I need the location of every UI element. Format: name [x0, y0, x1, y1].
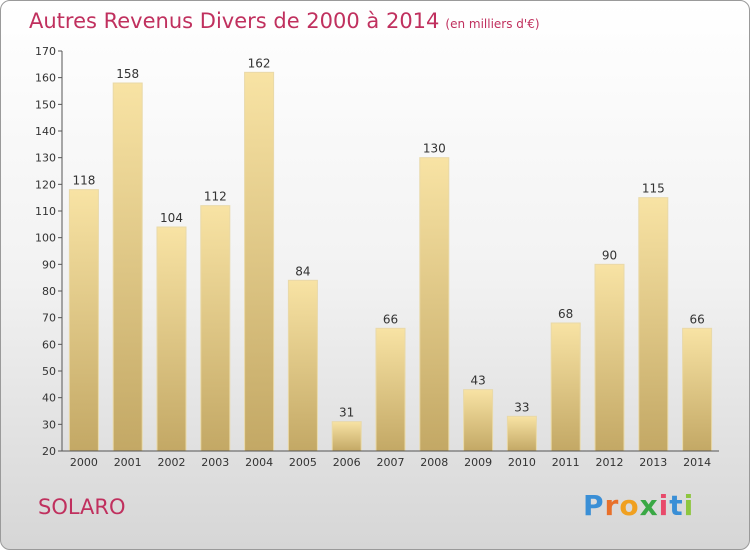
location-label: SOLARO: [38, 495, 126, 519]
x-tick-label: 2002: [158, 456, 186, 469]
value-label-2011: 68: [558, 307, 573, 321]
value-label-2008: 130: [423, 142, 446, 156]
bar-2014: [682, 327, 713, 452]
brand-letter: o: [619, 489, 640, 522]
bar-2012: [594, 263, 625, 452]
x-tick-label: 2007: [377, 456, 405, 469]
y-tick-label: 80: [42, 285, 56, 298]
value-label-2004: 162: [248, 56, 271, 70]
x-tick-label: 2011: [552, 456, 580, 469]
x-tick-label: 2008: [420, 456, 448, 469]
chart-title: Autres Revenus Divers de 2000 à 2014 (en …: [29, 9, 540, 33]
value-label-2000: 118: [72, 174, 95, 188]
x-tick-label: 2003: [201, 456, 229, 469]
bar-2004: [244, 71, 275, 452]
value-label-2012: 90: [602, 248, 617, 262]
y-tick-label: 130: [35, 152, 56, 165]
y-tick-label: 170: [35, 45, 56, 58]
brand-letter: t: [669, 489, 684, 522]
value-label-2003: 112: [204, 190, 227, 204]
bar-2008: [419, 157, 450, 452]
bar-2000: [68, 189, 99, 452]
x-tick-label: 2010: [508, 456, 536, 469]
brand-letter: r: [604, 489, 620, 522]
value-label-2013: 115: [642, 182, 665, 196]
bar-2001: [112, 82, 143, 452]
x-tick-label: 2006: [333, 456, 361, 469]
value-label-2006: 31: [339, 406, 354, 420]
y-tick-label: 160: [35, 72, 56, 85]
x-tick-label: 2001: [114, 456, 142, 469]
bar-2005: [287, 279, 318, 452]
brand-letter: i: [683, 489, 695, 522]
value-label-2005: 84: [295, 264, 310, 278]
brand-logo: Proxiti: [583, 489, 694, 522]
y-tick-label: 140: [35, 125, 56, 138]
bar-2011: [550, 322, 581, 452]
bars: 118 158 104 112 162 84 31 66 130 43 33 68 90 115 66: [68, 56, 713, 452]
x-tick-label: 2012: [596, 456, 624, 469]
y-axis: 20 30 40 50 60 70 80 90 100 110 120 130 140 150 160 170: [35, 45, 63, 458]
value-label-2014: 66: [689, 312, 704, 326]
value-label-2007: 66: [383, 312, 398, 326]
chart-subtitle: (en milliers d'€): [445, 17, 540, 31]
x-tick-label: 2005: [289, 456, 317, 469]
value-label-2001: 158: [116, 67, 139, 81]
y-tick-label: 110: [35, 205, 56, 218]
bar-2009: [463, 389, 494, 452]
bar-2013: [638, 197, 669, 452]
y-tick-label: 120: [35, 178, 56, 191]
value-label-2010: 33: [514, 400, 529, 414]
y-tick-label: 150: [35, 98, 56, 111]
bar-2007: [375, 327, 406, 452]
y-tick-label: 60: [42, 338, 56, 351]
x-tick-label: 2000: [70, 456, 98, 469]
chart-title-text: Autres Revenus Divers de 2000 à 2014: [29, 9, 440, 33]
y-tick-label: 30: [42, 418, 56, 431]
bar-2006: [331, 421, 362, 452]
y-tick-label: 70: [42, 312, 56, 325]
value-label-2002: 104: [160, 211, 183, 225]
brand-letter: P: [583, 489, 605, 522]
y-tick-label: 20: [42, 445, 56, 458]
value-label-2009: 43: [470, 374, 485, 388]
y-tick-label: 50: [42, 365, 56, 378]
y-tick-label: 90: [42, 258, 56, 271]
bar-2003: [200, 205, 231, 452]
bar-2002: [156, 226, 187, 452]
x-tick-label: 2013: [639, 456, 667, 469]
y-tick-label: 40: [42, 392, 56, 405]
brand-letter: x: [639, 489, 659, 522]
x-tick-label: 2014: [683, 456, 711, 469]
brand-letter: i: [658, 489, 670, 522]
x-axis: 2000 2001 2002 2003 2004 2005 2006 2007 2008 2009…: [62, 450, 719, 469]
x-tick-label: 2009: [464, 456, 492, 469]
x-tick-label: 2004: [245, 456, 273, 469]
y-tick-label: 100: [35, 232, 56, 245]
bar-2010: [506, 415, 537, 452]
